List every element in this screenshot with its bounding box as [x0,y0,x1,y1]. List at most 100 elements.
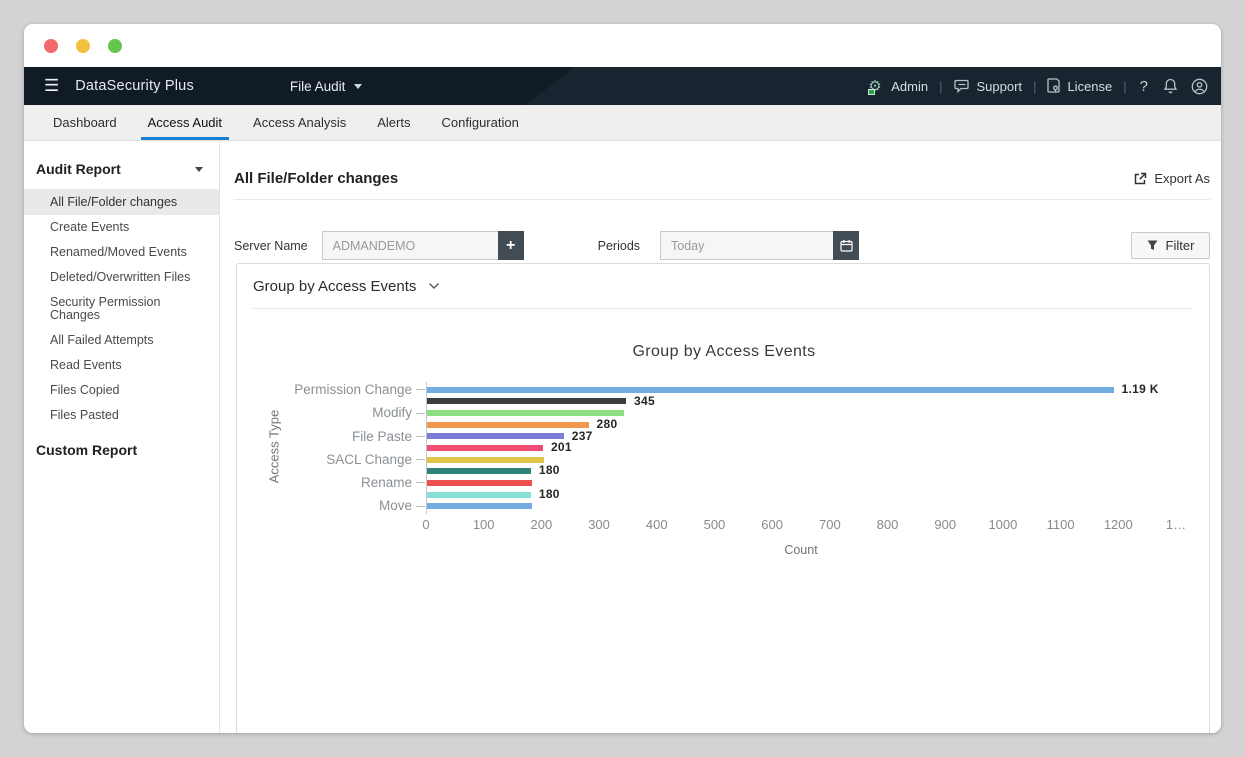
sidebar-item-read-events[interactable]: Read Events [50,358,122,372]
category-tick [416,412,425,414]
filter-button[interactable]: Filter [1131,232,1210,259]
sidebar-item-all-file-folder-changes[interactable]: All File/Folder changes [24,190,219,215]
tab-dashboard[interactable]: Dashboard [53,115,117,130]
export-icon [1135,172,1147,184]
sidebar-item-renamed-moved-events[interactable]: Renamed/Moved Events [50,245,187,259]
x-tick-6: 600 [761,517,783,532]
module-selector[interactable]: File Audit [290,79,363,94]
calendar-button[interactable] [833,231,860,260]
add-server-button[interactable]: + [497,231,524,260]
x-tick-10: 1000 [988,517,1018,532]
bar-row-2[interactable] [427,398,627,405]
chart-title: Group by Access Events [632,343,816,360]
tab-access-analysis[interactable]: Access Analysis [253,115,347,130]
x-tick-4: 400 [645,517,668,532]
server-name-input[interactable] [321,231,498,260]
bar-move[interactable] [427,503,532,510]
x-tick-1: 100 [472,517,495,532]
category-tick [416,435,425,437]
category-label-move: Move [378,498,412,514]
navbar-right: ⚙ Admin | Support | License [868,78,1221,95]
x-tick-12: 1200 [1103,517,1133,532]
bar-row-10[interactable] [427,491,531,498]
panel-header: Group by Access Events [237,264,1209,308]
x-tick-2: 200 [530,517,553,532]
admin-menu[interactable]: ⚙ Admin [868,78,928,95]
support-menu-label: Support [976,78,1023,94]
sidebar-section-title: Audit Report [36,161,121,177]
sidebar-report-list: All File/Folder changes Create Events Rena… [24,190,219,428]
gear-icon: ⚙ [868,77,882,95]
category-label-rename: Rename [360,475,412,491]
bar-file-paste[interactable] [427,433,564,440]
window-zoom-button[interactable] [108,39,122,53]
category-label-modify: Modify [372,405,412,421]
chevron-down-icon [354,83,363,89]
app-window: ☰ DataSecurity Plus File Audit ⚙ Admin |… [24,24,1221,733]
navbar-left: ☰ DataSecurity Plus File Audit [24,76,363,96]
window-close-button[interactable] [44,39,58,53]
bell-icon [1163,78,1178,94]
sidebar-item-custom-report[interactable]: Custom Report [36,442,138,458]
sidebar-item-security-permission-changes[interactable]: Security Permission Changes [50,295,161,322]
module-selector-label: File Audit [289,78,346,94]
chart-y-axis-line [426,382,427,514]
chevron-down-icon [429,283,440,289]
bar-value-label: 345 [634,393,655,408]
top-navbar: ☰ DataSecurity Plus File Audit ⚙ Admin |… [24,67,1221,105]
bar-row-4[interactable] [427,421,589,428]
panel-chevron-button[interactable] [428,282,440,290]
bar-value-label: 180 [538,486,560,501]
account-button[interactable] [1191,78,1208,95]
notifications-button[interactable] [1163,78,1178,94]
help-icon[interactable]: ? [1139,77,1148,95]
sidebar-item-deleted-overwritten-files[interactable]: Deleted/Overwritten Files [50,270,191,284]
tab-alerts[interactable]: Alerts [377,115,411,130]
bar-modify[interactable] [427,410,624,417]
hamburger-menu-icon[interactable]: ☰ [44,76,60,95]
category-label-file-paste: File Paste [351,428,412,444]
divider: | [939,78,943,94]
access-events-chart: Group by Access Events Access Type 1.19 … [253,321,1195,581]
window-minimize-button[interactable] [76,39,90,53]
periods-input[interactable] [660,231,834,260]
bar-row-6[interactable] [427,444,543,451]
tab-access-audit[interactable]: Access Audit [140,105,230,140]
license-menu-label: License [1067,78,1113,94]
divider [24,189,219,190]
tab-bar: Dashboard Access Audit Access Analysis Aler… [24,105,1221,141]
bar-value-label: 1.19 K [1121,382,1159,396]
page-title-row: All File/Folder changes Export As [234,168,1210,200]
window-titlebar [24,24,1221,67]
sidebar-section-header[interactable]: Audit Report [24,155,219,189]
filter-row: Server Name + Periods [234,231,1210,260]
chart-plot-area: 1.19 K 345 280 237 201 180 180 [426,382,1176,514]
chat-icon [953,79,969,93]
support-menu[interactable]: Support [953,78,1023,94]
bar-row-8[interactable] [427,468,531,475]
calendar-icon [839,240,853,252]
filter-button-label: Filter [1165,238,1195,253]
sidebar-item-files-copied[interactable]: Files Copied [50,383,120,397]
panel-title: Group by Access Events [253,277,417,295]
category-tick [416,389,425,391]
user-circle-icon [1191,78,1208,94]
bar-permission-change[interactable] [427,386,1114,393]
tab-configuration[interactable]: Configuration [441,115,519,130]
bar-value-label: 180 [538,463,560,478]
bar-sacl-change[interactable] [427,456,544,463]
export-as-button[interactable]: Export As [1133,171,1210,186]
license-menu[interactable]: License [1047,78,1112,94]
chart-panel: Group by Access Events Group by Access E… [236,263,1210,733]
filter-funnel-icon [1147,240,1158,250]
sidebar-item-all-failed-attempts[interactable]: All Failed Attempts [50,333,154,347]
category-label-permission-change: Permission Change [294,382,412,397]
sidebar-item-files-pasted[interactable]: Files Pasted [50,408,119,422]
bar-rename[interactable] [427,479,532,486]
x-tick-7: 700 [818,517,841,532]
sidebar-item-create-events[interactable]: Create Events [50,220,130,234]
page-body: Audit Report All File/Folder changes Crea… [24,141,1221,733]
x-tick-5: 500 [703,517,726,532]
divider [253,308,1193,309]
server-name-group: + [321,231,524,260]
